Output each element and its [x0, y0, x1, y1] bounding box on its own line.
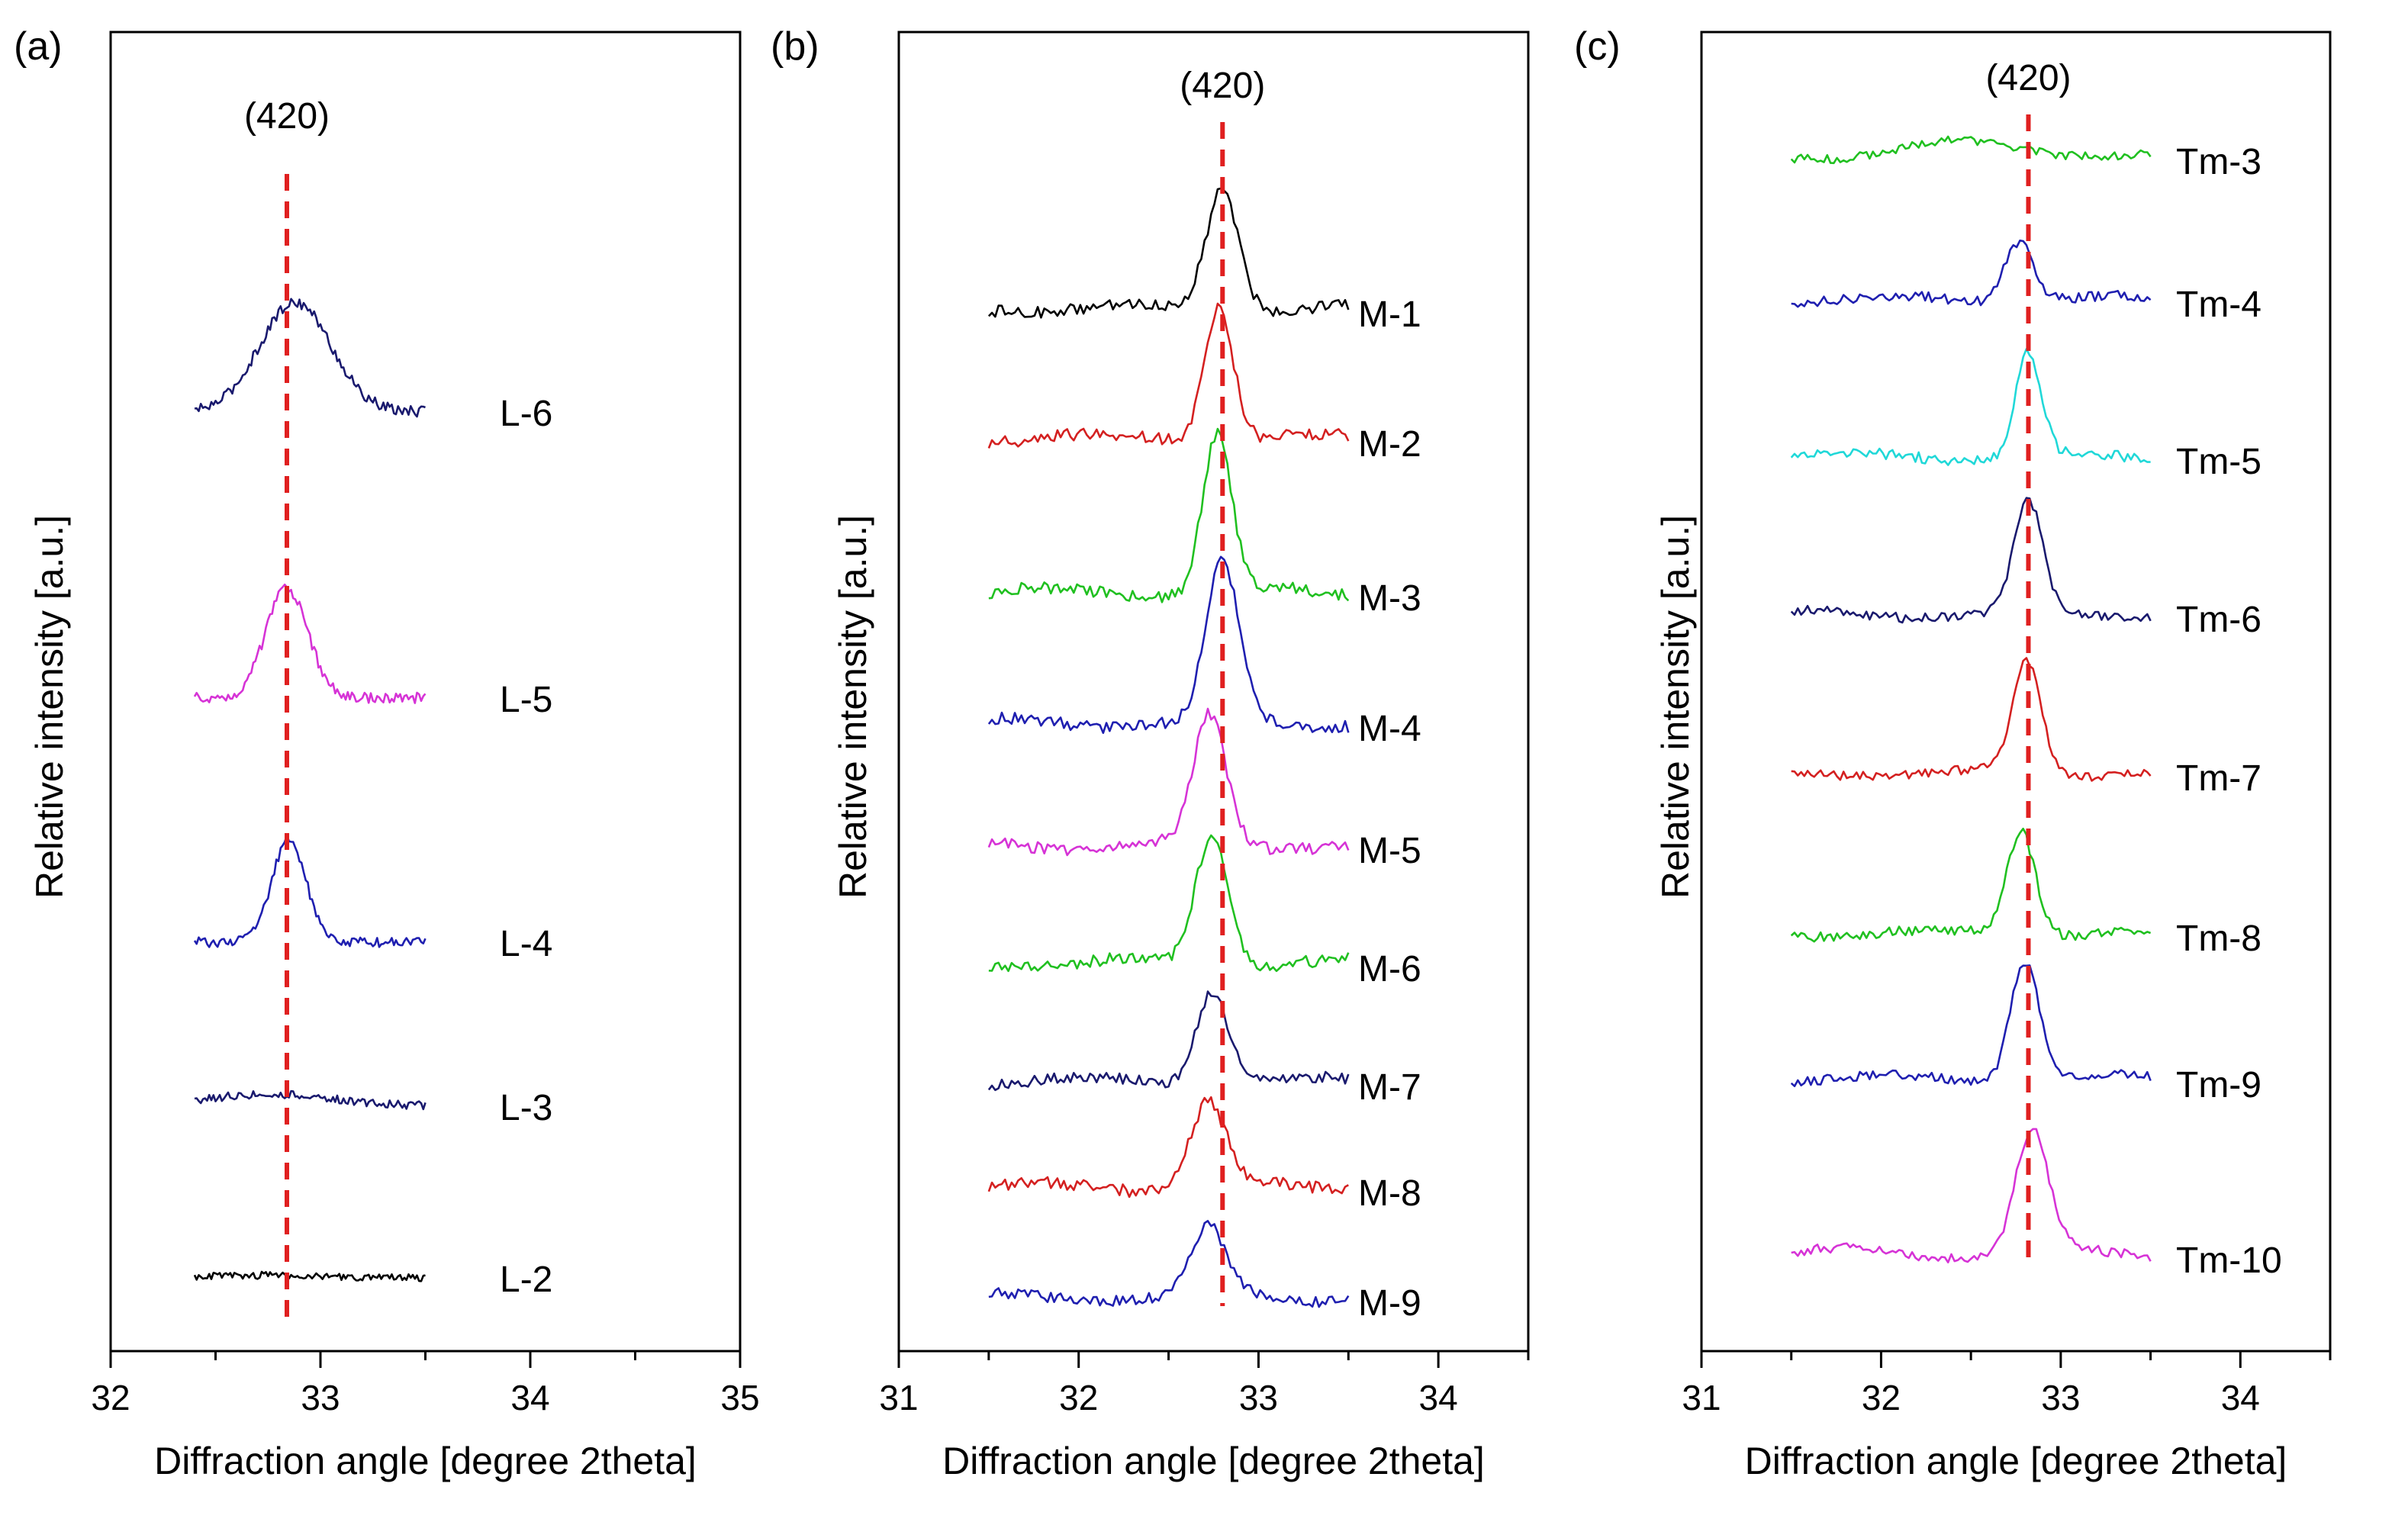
series-line-Tm-7 [1791, 657, 2152, 782]
series-label-L-3: L-3 [500, 1088, 552, 1128]
x-tick-label: 34 [510, 1378, 549, 1417]
series-label-L-5: L-5 [500, 680, 552, 720]
x-tick-label: 31 [1682, 1378, 1721, 1417]
series-line-Tm-4 [1791, 240, 2152, 308]
series-label-Tm-6: Tm-6 [2176, 600, 2262, 640]
peak-label-420: (420) [244, 96, 330, 137]
series-line-Tm-10 [1791, 1128, 2152, 1263]
x-axis-label: Diffraction angle [degree 2theta] [942, 1440, 1485, 1482]
series-line-Tm-8 [1790, 827, 2152, 943]
x-tick-label: 35 [720, 1378, 759, 1417]
series-label-M-3: M-3 [1358, 578, 1421, 619]
y-axis-label: Relative intensity [a.u.] [28, 515, 71, 899]
y-axis-label: Relative intensity [a.u.] [1654, 515, 1697, 899]
x-tick-label: 32 [1059, 1378, 1098, 1417]
series-label-Tm-10: Tm-10 [2176, 1240, 2282, 1281]
series-label-M-2: M-2 [1358, 424, 1421, 465]
series-line-M-9 [988, 1220, 1350, 1308]
x-tick-label: 34 [1419, 1378, 1458, 1417]
series-line-Tm-3 [1790, 135, 2152, 165]
series-label-Tm-5: Tm-5 [2176, 442, 2262, 482]
peak-label-420: (420) [1985, 58, 2071, 98]
series-label-Tm-8: Tm-8 [2176, 919, 2262, 959]
series-label-M-4: M-4 [1358, 709, 1421, 749]
chart-panel-1: 32 33 34 35 Diffraction angle [degree 2theta… [14, 24, 760, 1482]
panel-label: (b) [771, 24, 819, 69]
series-label-M-1: M-1 [1358, 294, 1421, 335]
series-line-Tm-5 [1790, 348, 2151, 466]
chart-panel-3: 31 32 33 34 Diffraction angle [degree 2theta… [1574, 24, 2332, 1482]
series-line-M-2 [987, 302, 1350, 449]
series-label-Tm-7: Tm-7 [2176, 758, 2262, 799]
series-line-Tm-6 [1790, 497, 2152, 624]
panel-label: (c) [1574, 24, 1621, 69]
series-label-L-2: L-2 [500, 1260, 552, 1300]
series-label-M-8: M-8 [1358, 1173, 1421, 1214]
series-line-L-6 [194, 298, 426, 418]
peak-label-420: (420) [1180, 66, 1265, 106]
series-line-M-3 [988, 427, 1350, 603]
x-tick-label: 32 [1862, 1378, 1901, 1417]
plot-frame [109, 31, 742, 1353]
series-label-Tm-3: Tm-3 [2176, 142, 2262, 182]
x-tick-label: 33 [1239, 1378, 1278, 1417]
y-axis-label: Relative intensity [a.u.] [832, 515, 874, 899]
series-label-L-4: L-4 [500, 924, 552, 964]
series-label-Tm-4: Tm-4 [2176, 285, 2262, 325]
series-line-L-3 [194, 1089, 427, 1111]
series-line-M-7 [987, 990, 1350, 1092]
x-tick-label: 34 [2221, 1378, 2260, 1417]
series-line-L-2 [193, 1270, 426, 1282]
x-axis-label: Diffraction angle [degree 2theta] [1745, 1440, 2287, 1482]
series-line-M-8 [987, 1096, 1349, 1199]
series-label-Tm-9: Tm-9 [2176, 1065, 2262, 1105]
plot-frame [1700, 31, 2332, 1353]
plot-frame [897, 31, 1530, 1353]
x-axis-label: Diffraction angle [degree 2theta] [154, 1440, 697, 1482]
x-tick-label: 32 [91, 1378, 130, 1417]
x-tick-label: 31 [879, 1378, 918, 1417]
series-label-M-6: M-6 [1358, 949, 1421, 989]
series-line-M-4 [987, 555, 1350, 734]
series-label-L-6: L-6 [500, 394, 552, 434]
series-line-L-4 [193, 834, 427, 948]
x-tick-label: 33 [2041, 1378, 2080, 1417]
series-label-M-9: M-9 [1358, 1283, 1421, 1324]
series-line-M-5 [987, 707, 1350, 857]
series-line-M-1 [987, 187, 1350, 319]
panel-label: (a) [14, 24, 63, 69]
series-line-Tm-9 [1790, 964, 2152, 1087]
series-line-L-5 [193, 584, 427, 704]
x-tick-label: 33 [301, 1378, 340, 1417]
chart-panel-2: 31 32 33 34 Diffraction angle [degree 2theta… [771, 24, 1530, 1482]
series-line-M-6 [988, 834, 1350, 973]
series-label-M-5: M-5 [1358, 831, 1421, 871]
series-label-M-7: M-7 [1358, 1067, 1421, 1108]
